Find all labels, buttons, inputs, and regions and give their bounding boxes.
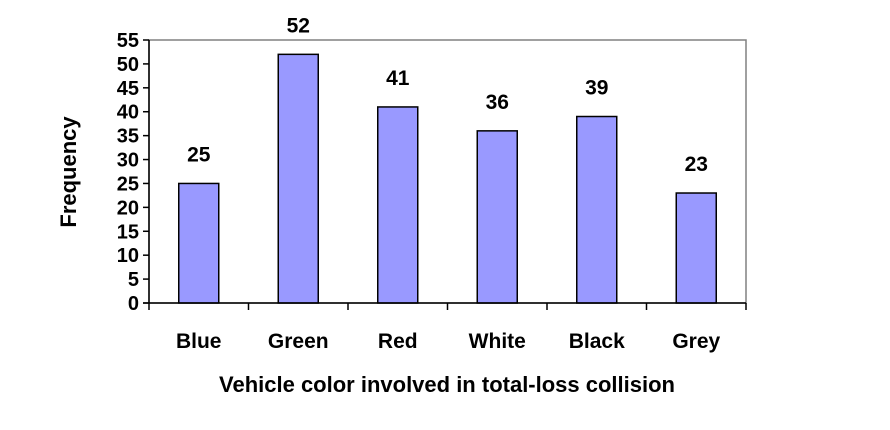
bar-blue [178,182,220,304]
data-label-red: 41 [386,67,410,90]
bar-red [377,106,419,304]
x-axis-title: Vehicle color involved in total-loss col… [219,372,675,397]
x-category-label-black: Black [569,330,625,353]
x-category-label-grey: Grey [672,330,720,353]
x-category-label-blue: Blue [176,330,222,353]
y-tick-label: 0 [128,293,139,315]
y-tick-label: 40 [117,102,139,124]
plot-area-border [148,39,747,304]
data-labels-layer: 25 52 41 36 39 23 [187,14,708,176]
bar-grey [675,192,717,304]
y-tick-label: 30 [117,150,139,172]
bar-green [277,53,319,304]
data-label-green: 52 [287,14,310,37]
data-label-blue: 25 [187,143,211,166]
x-category-label-green: Green [268,330,329,353]
bar-white [476,130,518,304]
data-label-black: 39 [585,77,608,100]
y-tick-label: 5 [128,269,139,291]
y-tick-label: 20 [117,197,139,219]
y-tick-label: 50 [117,54,139,76]
y-tick-label: 35 [117,126,139,148]
y-tick-label: 55 [117,30,139,52]
bar-black [576,115,618,304]
x-category-label-red: Red [378,330,418,353]
x-category-label-white: White [469,330,526,353]
y-tick-label: 15 [117,221,139,243]
data-label-white: 36 [486,91,509,114]
y-tick-label: 10 [117,245,139,267]
bars-layer [178,53,717,304]
x-ticks-layer: Blue Green Red White Black Grey [148,303,747,353]
y-tick-label: 25 [117,173,139,195]
data-label-grey: 23 [685,153,708,176]
y-axis-title: Frequency [56,116,81,228]
y-tick-label: 45 [117,78,139,100]
